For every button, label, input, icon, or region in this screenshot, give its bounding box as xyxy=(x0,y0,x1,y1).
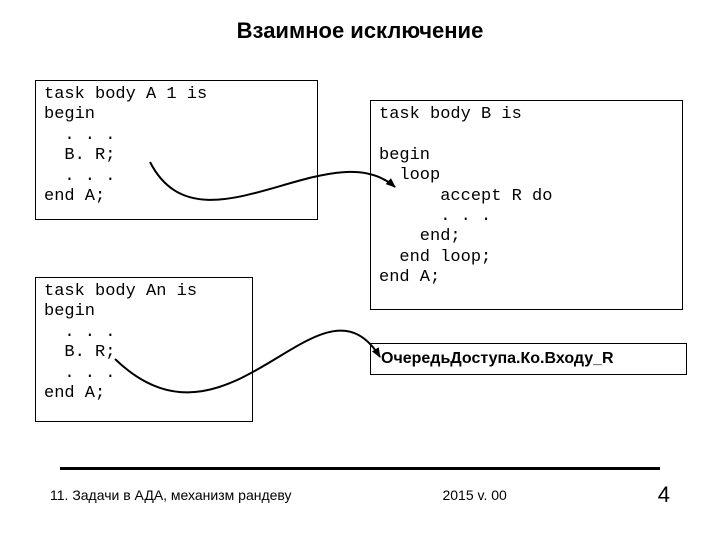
footer-left: 11. Задачи в АДА, механизм рандеву xyxy=(50,487,292,503)
footer: 11. Задачи в АДА, механизм рандеву 2015 … xyxy=(50,482,670,508)
queue-box: ОчередьДоступа.Ко.Входу_R xyxy=(370,343,687,375)
footer-divider xyxy=(60,467,660,470)
code-box-an: task body An is begin . . . B. R; . . . … xyxy=(35,277,253,422)
slide-title: Взаимное исключение xyxy=(0,18,720,44)
footer-center: 2015 v. 00 xyxy=(442,487,506,503)
code-box-b: task body B is begin loop accept R do . … xyxy=(370,100,683,310)
page-number: 4 xyxy=(658,482,670,508)
code-box-a1: task body A 1 is begin . . . B. R; . . .… xyxy=(35,80,318,220)
